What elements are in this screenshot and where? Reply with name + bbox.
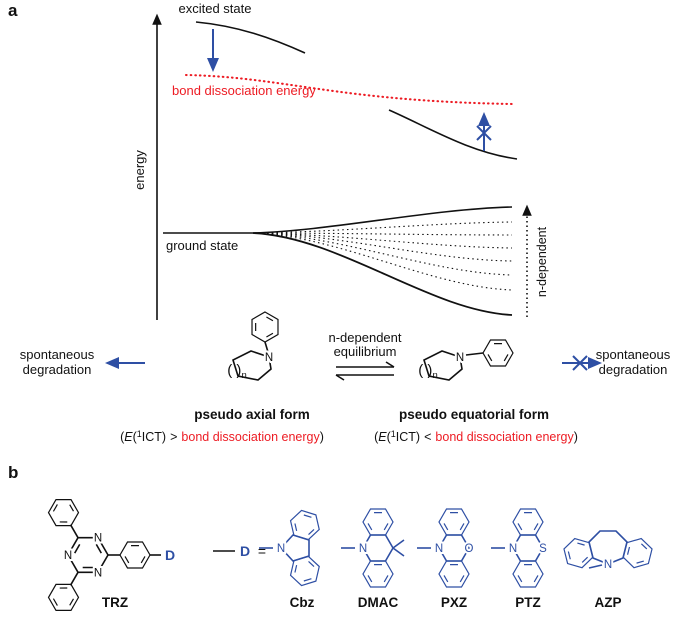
fan-curve-top bbox=[252, 206, 513, 234]
donor-name-pxz: PXZ bbox=[441, 595, 467, 610]
degradation-left-label-1: spontaneous bbox=[20, 347, 95, 362]
ring-size-label: ( )n bbox=[418, 362, 437, 381]
fan-curve-dotted bbox=[252, 232, 513, 291]
oxygen-label: O bbox=[465, 543, 474, 555]
trz-name: TRZ bbox=[102, 595, 128, 610]
pseudo-equatorial-name: pseudo equatorial form bbox=[399, 407, 549, 422]
bond bbox=[69, 571, 79, 586]
central-ring bbox=[362, 534, 394, 562]
fan-curve-dotted bbox=[252, 232, 513, 276]
nitrogen-label: N bbox=[509, 543, 517, 555]
panel-b-label: b bbox=[8, 463, 18, 482]
triazine-ring bbox=[67, 536, 109, 574]
caption-equatorial: (E(1ICT) < bond dissociation energy) bbox=[374, 429, 578, 444]
fan-curve-dotted bbox=[252, 232, 513, 262]
bde-curve bbox=[184, 73, 514, 106]
fan-curve-dotted bbox=[252, 232, 513, 249]
trz-structure: N N N D bbox=[44, 492, 175, 618]
benzo-ring bbox=[362, 508, 394, 536]
equilibrium-label-2: equilibrium bbox=[334, 344, 397, 359]
double-bonds bbox=[74, 544, 102, 569]
donor-name-cbz: Cbz bbox=[290, 595, 315, 610]
benzo-ring bbox=[362, 560, 394, 588]
pxz-structure: N O bbox=[417, 508, 476, 588]
nitrogen-label: N bbox=[604, 559, 612, 571]
benzo-ring bbox=[512, 560, 544, 588]
fan-curve-dotted bbox=[252, 232, 513, 236]
nitrogen-label: N bbox=[94, 533, 102, 545]
caption-axial: (E(1ICT) > bond dissociation energy) bbox=[120, 429, 324, 444]
n-dependent-label: n-dependent bbox=[535, 226, 549, 297]
fan-curve-bottom bbox=[252, 232, 513, 316]
dmac-structure: N bbox=[341, 508, 405, 588]
donor-site-label: D bbox=[165, 547, 175, 563]
pseudo-equatorial-structure: ( )n N bbox=[418, 339, 514, 381]
nitrogen-label: N bbox=[277, 543, 285, 555]
pseudo-axial-name: pseudo axial form bbox=[194, 407, 310, 422]
cross-mark-degradation bbox=[572, 355, 588, 371]
nitrogen-label: N bbox=[435, 543, 443, 555]
ground-state-label: ground state bbox=[166, 238, 238, 253]
attachment-bond bbox=[588, 564, 603, 569]
amine-ring bbox=[232, 350, 272, 381]
donor-name-dmac: DMAC bbox=[358, 595, 399, 610]
phenyl-ring bbox=[44, 492, 83, 533]
benzo-ring bbox=[438, 560, 470, 588]
bond bbox=[264, 341, 269, 353]
degradation-right-label-2: degradation bbox=[599, 362, 668, 377]
degradation-left-label-2: degradation bbox=[23, 362, 92, 377]
fan-curve-dotted bbox=[252, 221, 513, 234]
benzo-ring bbox=[512, 508, 544, 536]
nitrogen-label: N bbox=[456, 352, 464, 364]
nitrogen-label: N bbox=[64, 550, 72, 562]
donor-name-ptz: PTZ bbox=[515, 595, 541, 610]
sulfur-label: S bbox=[539, 543, 547, 555]
cross-mark-energy bbox=[476, 125, 492, 141]
degradation-right-label-1: spontaneous bbox=[596, 347, 671, 362]
dimethyl-bonds bbox=[392, 539, 405, 557]
ring-size-label: ( )n bbox=[227, 362, 246, 381]
phenyl-ring bbox=[44, 577, 83, 618]
bond bbox=[465, 352, 484, 356]
cbz-structure: N bbox=[259, 507, 324, 589]
excited-state-curve-right bbox=[388, 109, 518, 160]
azp-structure: N bbox=[561, 530, 655, 573]
energy-axis-label: energy bbox=[132, 150, 147, 190]
phenyl-ring bbox=[251, 311, 279, 343]
ptz-structure: N S bbox=[491, 508, 549, 588]
donor-name-azp: AZP bbox=[595, 595, 622, 610]
nitrogen-label: N bbox=[265, 352, 273, 364]
excited-state-label: excited state bbox=[179, 1, 252, 16]
phenyl-ring bbox=[482, 339, 514, 367]
panel-a-label: a bbox=[8, 1, 18, 20]
bde-label: bond dissociation energy bbox=[172, 83, 316, 98]
phenylene-ring bbox=[119, 541, 151, 569]
legend-d-label: D bbox=[240, 543, 250, 559]
ground-state-fan bbox=[163, 206, 513, 316]
equilibrium-arrows bbox=[335, 361, 395, 381]
amine-ring bbox=[423, 350, 463, 381]
nitrogen-label: N bbox=[94, 567, 102, 579]
nitrogen-label: N bbox=[359, 543, 367, 555]
benzo-ring bbox=[438, 508, 470, 536]
legend-equals: = bbox=[258, 543, 266, 559]
excited-state-curve-left bbox=[195, 21, 306, 54]
pseudo-axial-structure: N ( )n bbox=[227, 311, 279, 381]
bond bbox=[69, 524, 79, 539]
equilibrium-label-1: n-dependent bbox=[328, 330, 401, 345]
pyrrole-ring bbox=[279, 534, 310, 562]
